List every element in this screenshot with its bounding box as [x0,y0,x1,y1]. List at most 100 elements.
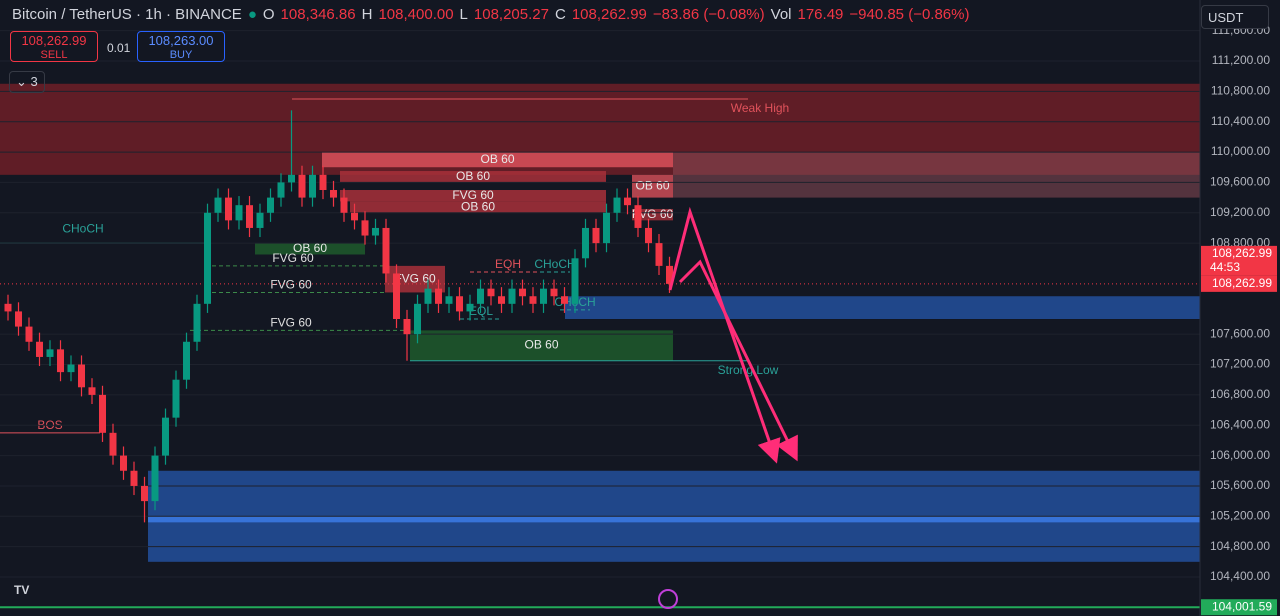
label: H [361,6,373,23]
candle-body [78,364,85,388]
price-axis [1200,0,1280,616]
candle-body [277,182,285,198]
candle-body [288,174,295,183]
arrow [678,259,798,462]
level-label: EQH [495,257,521,271]
candle-body [414,303,421,335]
label: SELL [40,49,68,61]
zone [673,152,1200,198]
arrow [668,206,781,464]
candle-body [267,197,274,213]
sell-button[interactable]: 108,262.99 SELL [10,31,98,62]
candle-body [183,341,190,380]
candle-body [130,470,138,486]
projection-arrows [668,206,798,464]
zone-label: OB 60 [461,199,495,213]
zone [148,516,1200,523]
zone [565,296,1200,320]
y-tick-label: 104,400.00 [1210,569,1270,583]
level-label: FVG 60 [272,251,314,265]
candle-body [645,227,652,244]
label: Vol [770,6,792,23]
zone [632,174,673,198]
y-tick-label: 106,400.00 [1210,417,1270,431]
y-tick-label: 107,200.00 [1210,357,1270,371]
zone-label: FVG 60 [394,271,436,285]
candle-body [634,205,642,228]
zone-label: FVG 60 [632,207,674,221]
candle-body [508,288,516,304]
candle-body [25,326,33,342]
candle-body [141,485,148,502]
zone [322,152,673,168]
level-label: FVG 60 [270,278,312,292]
candle-body [498,296,505,304]
candle-body [372,227,379,236]
zone-label: OB 60 [524,338,558,352]
indicators-toggle[interactable]: ⌄ 3 [9,71,45,93]
candle-body [603,212,610,244]
zone [632,208,673,221]
candle-body [340,197,348,213]
y-tick-label: 110,400.00 [1211,114,1270,128]
y-tick-label: 111,200.00 [1212,53,1271,67]
zone-label: OB 60 [635,178,669,192]
candle-body [172,379,180,418]
candle-body [36,341,43,357]
y-tick-label: 108,800.00 [1210,235,1270,249]
candle-body [99,394,106,433]
zone-label: OB 60 [480,152,514,166]
value: 108,262.99 [571,6,647,23]
price: 108,262.99 [21,33,87,48]
logo: TV [14,583,29,597]
candle-body [477,288,484,304]
candle-body [120,455,127,471]
y-tick-label: 106,000.00 [1210,448,1270,462]
price-tag [1201,275,1277,292]
candle-body [4,303,12,312]
alert-icon[interactable] [658,589,678,609]
candle-body [393,273,400,320]
value: 176.49 [797,6,844,23]
candle-body [613,197,621,213]
label: L [459,6,468,23]
change: −940.85 (−0.86%) [849,6,970,23]
candle-body [330,190,337,198]
value: 108,205.27 [473,6,549,23]
candle-body [561,296,568,304]
candle-body [445,296,453,304]
level-label: FVG 60 [270,316,312,330]
symbol[interactable]: Bitcoin / TetherUS · 1h · BINANCE [12,6,242,23]
y-tick-label: 107,600.00 [1210,326,1270,340]
candle-body [540,288,547,304]
label: BUY [169,49,193,61]
candle-body [15,311,22,327]
candle-body [246,205,253,228]
candle-body [655,243,663,266]
candle-body [235,205,243,221]
candle-body [571,258,579,304]
y-tick-label: 106,800.00 [1210,387,1270,401]
zone [340,190,606,202]
candle-body [319,174,327,191]
symbol-header: Bitcoin / TetherUS · 1h · BINANCE ● O 108… [12,6,969,23]
price-tag-label: 108,262.99 [1212,276,1272,290]
status-dot: ● [247,6,257,23]
candle-body [309,174,316,198]
candle-body [456,296,463,312]
candle-body [550,288,558,297]
price-tag-label: 108,262.99 [1212,246,1272,260]
level-label: Weak High [731,101,789,115]
zone [340,171,606,183]
candle-body [109,432,117,456]
currency-select[interactable]: USDT [1201,5,1269,29]
candle-body [361,220,369,236]
quantity[interactable]: 0.01 [107,41,131,55]
count: 3 [30,74,38,89]
price-tag [1201,599,1277,616]
buy-button[interactable]: 108,263.00 BUY [137,31,225,62]
candle-body [424,288,432,304]
candle-body [214,197,222,213]
change: −83.86 (−0.08%) [652,6,765,23]
